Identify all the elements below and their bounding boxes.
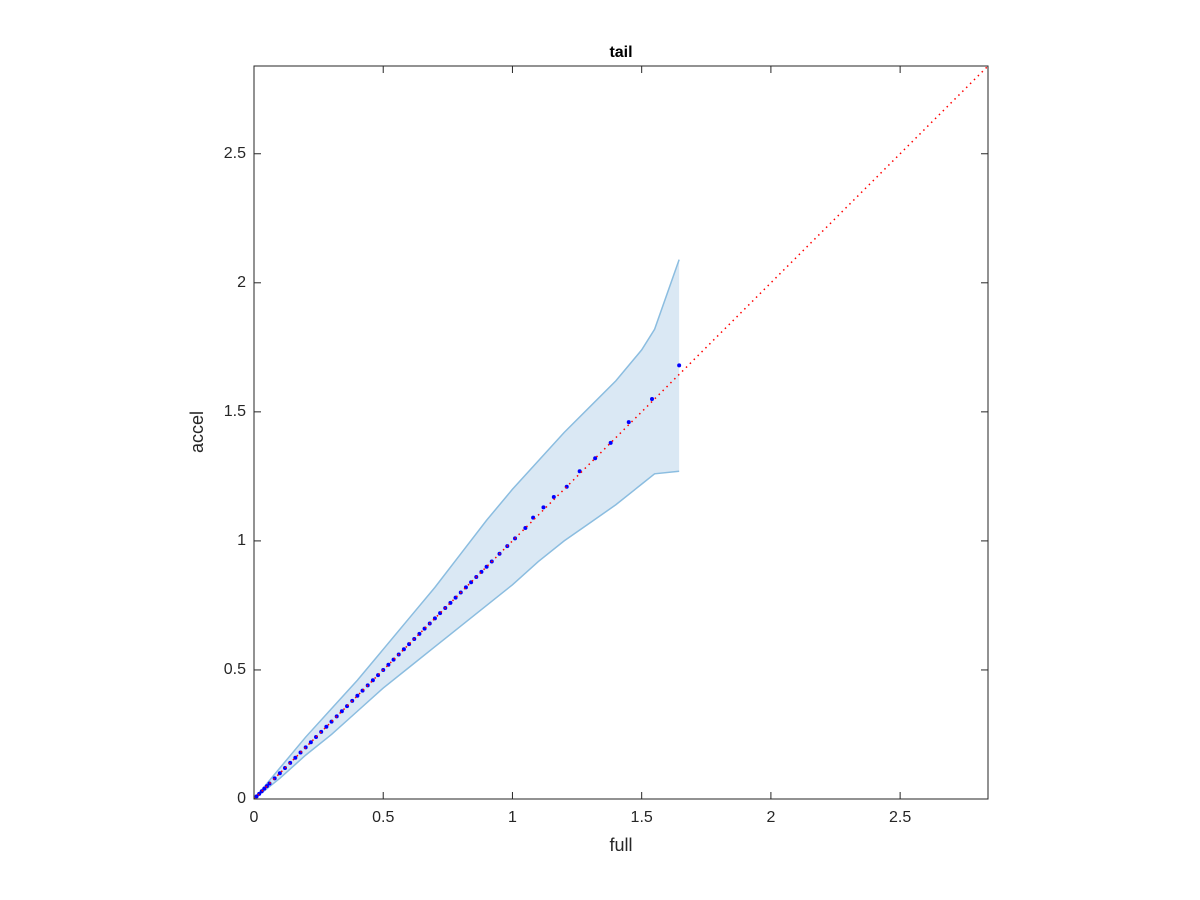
x-tick-label: 2.5 [889,809,911,826]
y-tick-label: 2 [237,274,246,291]
point [339,709,344,714]
x-tick-label: 0 [250,809,259,826]
reference-line [253,65,989,800]
point [288,760,293,765]
x-axis-label: full [609,835,632,855]
x-tick-label: 2 [766,809,775,826]
chart-title: tail [609,44,632,61]
y-tick-label: 1 [237,532,246,549]
point [262,786,267,791]
point [267,781,272,786]
axes-box [253,65,989,800]
x-tick-label: 1.5 [631,809,653,826]
point [283,766,288,771]
point [386,662,391,667]
point [308,740,313,745]
band-lower [253,470,680,800]
y-tick-label: 1.5 [224,403,246,420]
point [254,794,259,799]
point [593,456,598,461]
x-tick-label: 0.5 [372,809,394,826]
point [355,693,360,698]
point [650,396,655,401]
point [541,505,546,510]
y-axis-label: accel [187,411,207,453]
point [677,363,682,368]
point [272,776,277,781]
point [564,484,569,489]
x-tick-label: 1 [508,809,517,826]
point [298,750,303,755]
point [277,771,282,776]
y-tick-label: 0 [237,790,246,807]
point [523,525,528,530]
point [314,735,319,740]
point [370,678,375,683]
point [293,755,298,760]
point [324,724,329,729]
y-tick-label: 0.5 [224,661,246,678]
point [626,420,631,425]
point [329,719,334,724]
point [608,440,613,445]
band-upper [253,259,680,800]
y-tick-label: 2.5 [224,145,246,162]
point [551,495,556,500]
point [303,745,308,750]
